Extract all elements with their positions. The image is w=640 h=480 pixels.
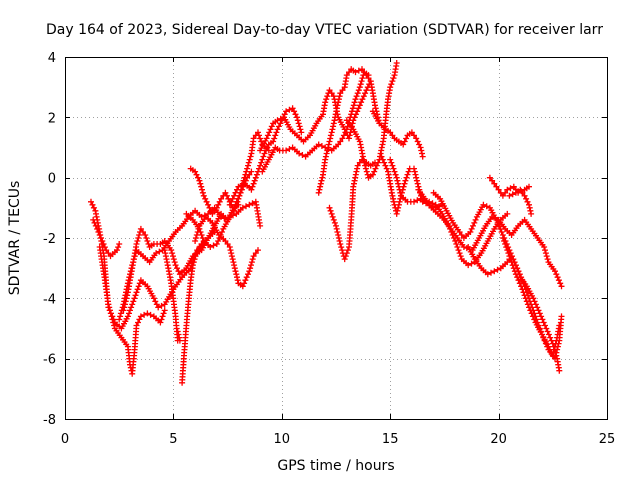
series-arc9 bbox=[192, 213, 261, 290]
series-arc15 bbox=[326, 156, 378, 263]
series-arc21 bbox=[430, 189, 565, 362]
series-arc22 bbox=[465, 244, 563, 374]
x-tick-labels: 0 5 10 15 20 25 bbox=[61, 432, 615, 447]
chart-title: Day 164 of 2023, Sidereal Day-to-day VTE… bbox=[46, 22, 603, 38]
series-arc2 bbox=[90, 216, 123, 260]
x-tick-label: 25 bbox=[599, 432, 616, 447]
y-tick-label: -4 bbox=[43, 292, 56, 307]
data-series bbox=[88, 60, 565, 386]
plus-markers bbox=[315, 66, 383, 196]
x-tick-label: 20 bbox=[490, 432, 507, 447]
series-trail bbox=[118, 204, 239, 321]
y-tick-label: -8 bbox=[43, 413, 56, 428]
x-tick-label: 10 bbox=[274, 432, 291, 447]
y-tick-label: -6 bbox=[43, 353, 56, 368]
plus-markers bbox=[506, 186, 535, 217]
plus-markers bbox=[226, 105, 305, 208]
y-tick-label: -2 bbox=[43, 232, 56, 247]
plus-markers bbox=[120, 225, 218, 314]
x-tick-label: 15 bbox=[382, 432, 399, 447]
series-arc5 bbox=[120, 225, 218, 314]
plus-markers bbox=[343, 60, 400, 181]
plus-markers bbox=[161, 247, 183, 344]
y-tick-label: 0 bbox=[48, 172, 56, 187]
plus-markers bbox=[465, 244, 563, 374]
y-axis-label: SDTVAR / TECUs bbox=[7, 181, 23, 296]
series-arc12 bbox=[259, 69, 372, 175]
plus-markers bbox=[96, 244, 168, 377]
series-arc25 bbox=[499, 235, 563, 359]
plus-markers bbox=[187, 129, 272, 217]
axis-ticks bbox=[65, 57, 608, 420]
plus-markers bbox=[257, 78, 374, 154]
series-arc17 bbox=[369, 108, 426, 160]
plus-markers bbox=[90, 216, 123, 260]
y-tick-label: 4 bbox=[48, 51, 56, 66]
plus-markers bbox=[499, 235, 563, 359]
series-arc3 bbox=[96, 244, 168, 377]
series-arc24 bbox=[506, 186, 535, 217]
plus-markers bbox=[369, 108, 426, 160]
plus-markers bbox=[326, 156, 378, 263]
series-arc11 bbox=[226, 105, 305, 208]
x-tick-label: 0 bbox=[61, 432, 69, 447]
y-tick-label: 2 bbox=[48, 111, 56, 126]
series-arc13 bbox=[257, 78, 374, 154]
plus-markers bbox=[430, 189, 565, 362]
plus-markers bbox=[259, 69, 372, 175]
series-arc16 bbox=[343, 60, 400, 181]
y-tick-labels: -8 -6 -4 -2 0 2 4 bbox=[43, 51, 56, 428]
x-tick-label: 5 bbox=[169, 432, 177, 447]
series-arc14 bbox=[315, 66, 383, 196]
series-trail bbox=[372, 110, 424, 158]
series-arc6 bbox=[161, 247, 183, 344]
plus-markers bbox=[192, 213, 261, 290]
x-axis-label: GPS time / hours bbox=[277, 458, 394, 474]
